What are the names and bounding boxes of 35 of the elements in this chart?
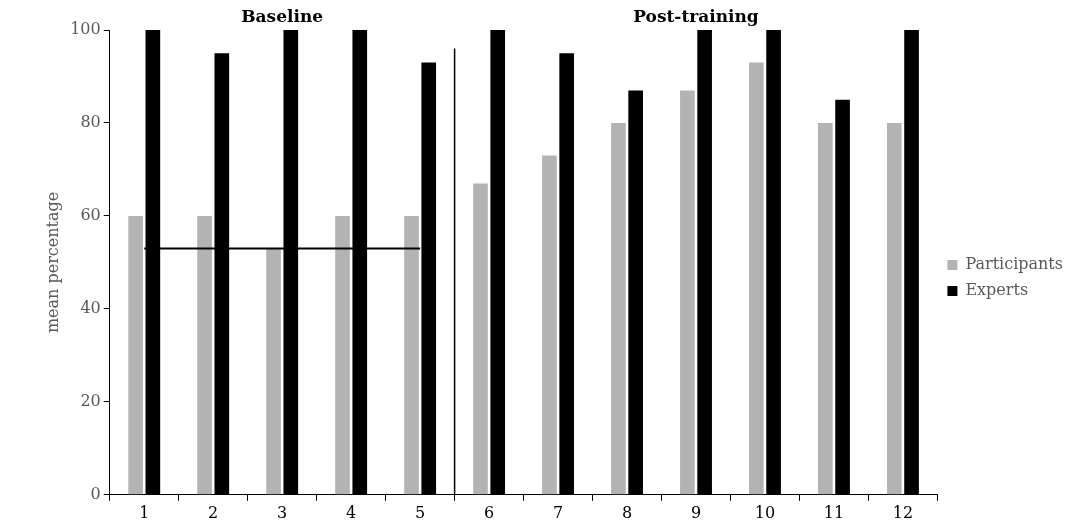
x-tick-label: 7: [552, 502, 564, 522]
y-tick-label: 0: [90, 483, 101, 503]
x-tick-label: 3: [277, 502, 288, 522]
legend-label: Experts: [965, 280, 1029, 300]
bar: [404, 215, 419, 495]
x-tick-label: 6: [484, 502, 495, 522]
bar: [197, 215, 212, 495]
x-tick-label: 9: [690, 502, 702, 522]
y-tick-label: 80: [80, 112, 101, 132]
x-tick-label: 4: [346, 502, 357, 522]
y-tick-label: 40: [80, 298, 101, 318]
x-tick-label: 1: [139, 502, 150, 522]
x-tick-label: 8: [621, 502, 633, 522]
bar: [335, 215, 350, 495]
bar: [473, 183, 488, 495]
x-tick-label: 5: [415, 502, 426, 522]
y-tick-label: 60: [80, 205, 101, 225]
bar: [886, 122, 902, 495]
text: Baseline: [241, 5, 324, 26]
bar: [818, 122, 833, 495]
x-tick-label: 11: [823, 502, 845, 522]
y-tick-label: 20: [80, 391, 101, 410]
bar: [128, 215, 143, 495]
text: Post-training: [633, 5, 759, 26]
x-tick-label: 2: [208, 502, 219, 522]
bar: [680, 90, 695, 495]
bar: [542, 155, 557, 495]
legend-label: Participants: [965, 254, 1064, 274]
bar: [266, 248, 281, 495]
bar: [611, 122, 626, 495]
bar: [749, 62, 764, 495]
x-tick-label: 12: [892, 502, 914, 522]
x-tick-label: 10: [754, 502, 776, 522]
y-tick-label: 100: [70, 19, 101, 39]
y-axis-title: mean percentage: [42, 191, 62, 334]
